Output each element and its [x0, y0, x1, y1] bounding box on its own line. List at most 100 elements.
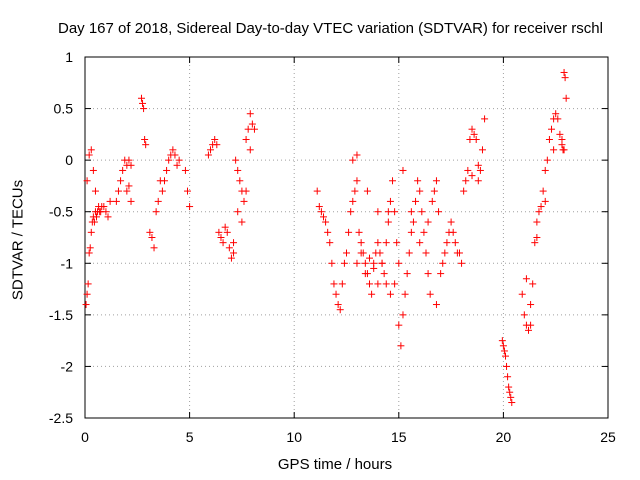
data-point: [374, 208, 382, 216]
data-point: [87, 146, 95, 154]
data-point: [357, 239, 365, 247]
data-point: [409, 218, 417, 226]
data-point: [455, 249, 463, 257]
data-point: [560, 146, 568, 154]
y-tick-label: -0.5: [49, 204, 73, 220]
data-point: [386, 290, 394, 298]
data-point: [432, 301, 440, 309]
data-point: [424, 270, 432, 278]
data-point: [340, 259, 348, 267]
data-point: [428, 197, 436, 205]
data-point: [424, 218, 432, 226]
data-point: [391, 280, 399, 288]
data-point: [391, 208, 399, 216]
x-tick-label: 0: [81, 429, 89, 445]
data-point: [366, 254, 374, 262]
data-point: [142, 141, 150, 149]
data-point: [230, 249, 238, 257]
data-point: [127, 161, 135, 169]
data-point: [246, 146, 254, 154]
data-point: [93, 213, 101, 221]
data-point: [451, 239, 459, 247]
data-point: [533, 234, 541, 241]
data-point: [315, 203, 323, 211]
data-point: [87, 228, 95, 236]
data-point: [414, 177, 422, 185]
data-point: [338, 280, 346, 288]
data-point: [458, 259, 466, 267]
data-point: [504, 373, 512, 381]
data-point: [527, 321, 535, 329]
data-point: [464, 166, 472, 174]
data-point: [476, 166, 484, 174]
data-point: [85, 249, 93, 257]
data-point: [382, 280, 390, 288]
data-point: [376, 249, 384, 257]
x-axis-label: GPS time / hours: [277, 456, 393, 473]
data-point: [522, 275, 530, 283]
data-point: [416, 187, 424, 195]
data-point: [389, 177, 397, 185]
data-point: [173, 161, 181, 169]
data-point: [472, 136, 480, 144]
data-point: [395, 259, 403, 267]
data-point: [508, 399, 516, 407]
data-point: [90, 218, 98, 226]
data-point: [437, 270, 445, 278]
data-point: [102, 208, 110, 216]
data-point: [334, 301, 342, 309]
y-tick-label: -2.5: [49, 410, 73, 426]
data-point: [466, 136, 474, 144]
data-point: [361, 270, 369, 278]
data-point: [100, 203, 108, 211]
data-point: [441, 249, 449, 257]
data-point: [221, 223, 229, 231]
data-point: [366, 280, 374, 288]
data-point: [395, 321, 403, 329]
data-point: [85, 151, 93, 159]
data-point: [125, 156, 133, 164]
data-point: [533, 218, 541, 226]
data-point: [148, 234, 156, 241]
data-point: [412, 197, 420, 205]
data-point: [439, 259, 447, 267]
data-point: [347, 208, 355, 216]
data-point: [330, 280, 338, 288]
data-point: [246, 110, 254, 118]
data-point: [407, 208, 415, 216]
data-point: [361, 259, 369, 267]
data-point: [232, 156, 240, 164]
data-point: [460, 187, 468, 195]
data-point: [184, 187, 192, 195]
data-point: [393, 239, 401, 247]
data-point: [420, 228, 428, 236]
data-point: [545, 136, 553, 144]
data-point: [240, 197, 248, 205]
data-point: [207, 146, 215, 154]
data-point: [561, 74, 569, 82]
data-points: [82, 68, 570, 407]
data-point: [244, 125, 252, 133]
data-point: [234, 166, 242, 174]
data-point: [500, 347, 508, 355]
data-point: [82, 301, 90, 309]
data-point: [171, 151, 179, 159]
data-point: [382, 239, 390, 247]
data-point: [384, 218, 392, 226]
data-point: [349, 197, 357, 205]
data-point: [242, 136, 250, 144]
data-point: [141, 136, 149, 144]
data-point: [520, 311, 528, 319]
data-point: [399, 166, 407, 174]
data-point: [558, 136, 566, 144]
data-point: [238, 218, 246, 226]
data-point: [363, 187, 371, 195]
data-point: [86, 244, 94, 252]
data-point: [332, 290, 340, 298]
data-point: [336, 306, 344, 314]
data-point: [506, 388, 514, 396]
data-point: [501, 352, 509, 360]
data-point: [353, 177, 361, 185]
data-point: [313, 187, 321, 195]
data-point: [158, 187, 166, 195]
